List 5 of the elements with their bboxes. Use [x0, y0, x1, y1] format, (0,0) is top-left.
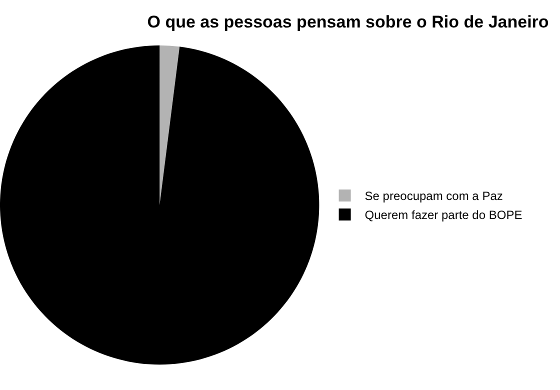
legend-label: Se preocupam com a Paz — [364, 189, 503, 204]
pie-slice — [0, 45, 320, 364]
legend-label: Querem fazer parte do BOPE — [364, 208, 522, 222]
pie-slice — [160, 45, 180, 205]
chart-title: O que as pessoas pensam sobre o Rio de Janeiro — [147, 12, 549, 32]
